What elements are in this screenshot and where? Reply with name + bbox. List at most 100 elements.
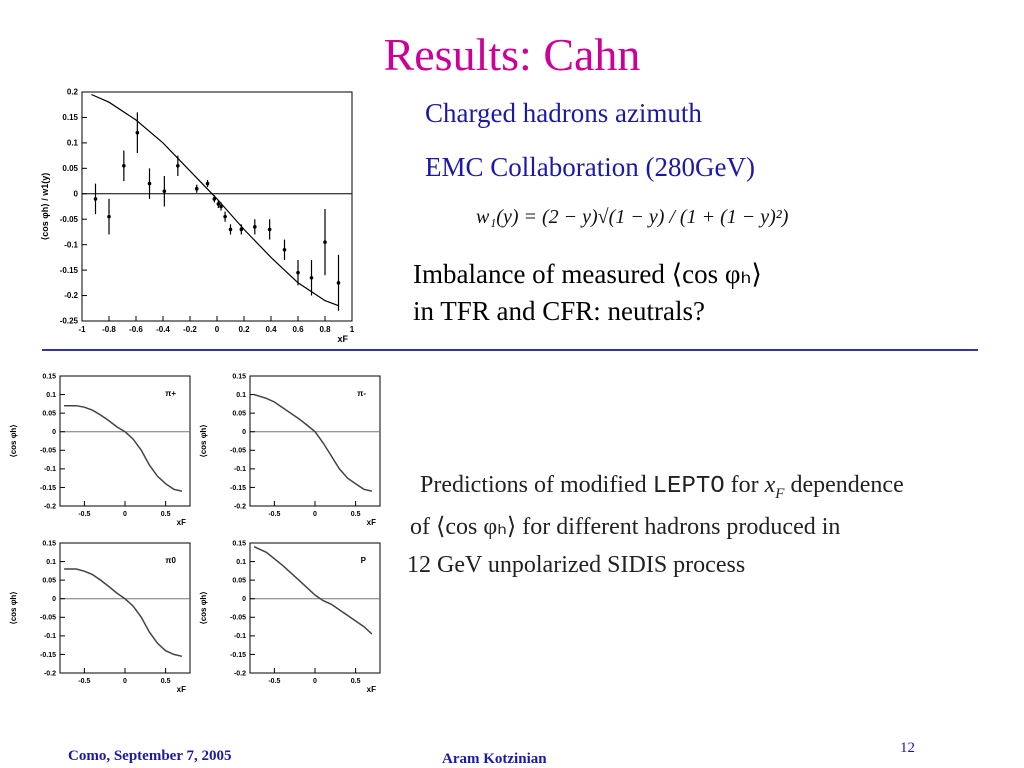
x-tick-label-2: 0.5 [351, 678, 361, 685]
data-point-0 [93, 197, 98, 201]
prediction-text-line1: Predictions of modified LEPTO for xF dep… [420, 472, 904, 503]
y-tick-label-5: 0.05 [42, 410, 56, 417]
imbalance-text-line1: Imbalance of measured ⟨cos φₕ⟩ [413, 259, 762, 289]
data-point-3 [135, 130, 140, 135]
theory-curve [91, 93, 339, 307]
xf-symbol: x [764, 472, 776, 498]
hadron-label-2: π- [357, 389, 366, 398]
x-tick-label-8: 0.6 [292, 325, 304, 334]
x-tick-label-0: -1 [78, 325, 86, 334]
pred-line1-a: Predictions of modified [420, 472, 653, 498]
hadron-label-4: P [361, 556, 367, 565]
data-point-19 [309, 275, 314, 280]
y-tick-label-5: 0 [74, 189, 79, 198]
x-tick-label-2: 0.5 [351, 511, 361, 518]
y-tick-label-0: -0.2 [234, 670, 246, 677]
y-tick-label-1: -0.15 [230, 485, 246, 492]
data-point-18 [296, 270, 300, 275]
data-point-8 [205, 181, 210, 186]
y-tick-label-6: 0.1 [46, 559, 56, 566]
data-point-16 [267, 227, 272, 232]
emc-collaboration-label: EMC Collaboration (280GeV) [425, 152, 755, 182]
y-axis-label: ⟨cos φh⟩ [9, 592, 18, 625]
y-tick-label-2: -0.1 [44, 466, 56, 473]
x-tick-label-4: -0.2 [183, 325, 197, 334]
emc-results-chart: -1 -0.8 -0.6 -0.4 -0.2 0 0.2 0.4 0.6 0.8 1 -0.25 -0.… [40, 88, 355, 344]
data-point-7 [194, 186, 199, 191]
y-tick-label-0: -0.2 [234, 503, 246, 510]
x-tick-label-5: 0 [215, 325, 220, 334]
y-tick-label-3: -0.1 [64, 240, 78, 249]
prediction-text-line3: 12 GeV unpolarized SIDIS process [407, 552, 746, 578]
y-tick-label-1: -0.15 [230, 652, 246, 659]
series-curve-2 [253, 393, 373, 492]
y-tick-label-8: 0.15 [62, 113, 78, 122]
data-point-10 [216, 202, 221, 206]
series-curve-3 [64, 568, 183, 658]
y-tick-label-6: 0.05 [62, 164, 78, 173]
pred-line1-c: for [724, 472, 765, 498]
divider-line [42, 349, 978, 351]
series-curve-1 [64, 404, 183, 492]
data-point-2 [122, 163, 126, 168]
y-tick-label-4: 0 [52, 596, 56, 603]
lepto-label: LEPTO [652, 473, 725, 500]
y-tick-label-5: 0.05 [42, 577, 56, 584]
x-axis-label: xF [367, 518, 376, 527]
data-point-1 [107, 214, 111, 219]
y-tick-label-2: -0.1 [44, 633, 56, 640]
y-tick-label-7: 0.15 [232, 373, 246, 380]
y-tick-label-4: 0 [52, 429, 56, 436]
prediction-text-line2: of ⟨cos φₕ⟩ for different hadrons produc… [410, 514, 841, 540]
y-tick-label-1: -0.2 [64, 291, 78, 300]
w1-formula: w₁(y) = (2 − y)√(1 − y) / (1 + (1 − y)²) [476, 206, 789, 228]
x-tick-label-0: -0.5 [268, 678, 280, 685]
y-tick-label-3: -0.05 [40, 448, 56, 455]
prediction-chart-proton: -0.5 0 0.5 -0.2 -0.15 -0.1 -0.05 0 0.05 0.1 0.15 xF… [199, 540, 381, 694]
y-axis-label: ⟨cos φh⟩ [9, 425, 18, 458]
x-tick-label-1: 0 [313, 511, 317, 518]
xf-subscript: F [775, 485, 785, 502]
x-tick-label-1: 0 [313, 678, 317, 685]
hadron-label-1: π+ [165, 389, 176, 398]
x-tick-label-2: 0.5 [161, 511, 171, 518]
data-point-5 [162, 189, 167, 194]
x-tick-label-0: -0.5 [268, 511, 280, 518]
x-tick-label-3: -0.4 [156, 325, 170, 334]
y-tick-label-3: -0.05 [230, 615, 246, 622]
data-point-4 [147, 181, 152, 186]
y-tick-label-3: -0.05 [40, 615, 56, 622]
y-tick-label-5: 0.05 [232, 577, 246, 584]
series-curve-4 [253, 546, 373, 635]
y-tick-label-7: 0.15 [42, 540, 56, 547]
y-tick-label-5: 0.05 [232, 410, 246, 417]
data-point-13 [228, 227, 233, 232]
y-tick-label-7: 0.1 [67, 139, 79, 148]
x-tick-label-2: -0.6 [129, 325, 143, 334]
x-tick-label-2: 0.5 [161, 678, 171, 685]
y-tick-label-4: 0 [242, 596, 246, 603]
x-tick-label-10: 1 [350, 325, 355, 334]
data-point-21 [336, 281, 341, 285]
y-tick-label-4: -0.05 [60, 215, 79, 224]
y-tick-label-2: -0.1 [234, 633, 246, 640]
y-tick-label-6: 0.1 [46, 392, 56, 399]
prediction-chart-pi-plus: -0.5 0 0.5 -0.2 -0.15 -0.1 -0.05 0 0.05 0.1 0.15 xF… [9, 373, 191, 527]
y-tick-label-7: 0.15 [232, 540, 246, 547]
data-point-12 [223, 214, 227, 219]
data-point-9 [212, 197, 217, 201]
y-tick-label-6: 0.1 [236, 559, 246, 566]
imbalance-text-line2: in TFR and CFR: neutrals? [413, 296, 706, 326]
x-tick-label-0: -0.5 [78, 678, 90, 685]
data-point-15 [253, 225, 257, 229]
pred-line1-f: dependence [784, 472, 904, 498]
y-tick-label-0: -0.2 [44, 503, 56, 510]
y-tick-label-6: 0.1 [236, 392, 246, 399]
x-tick-label-0: -0.5 [78, 511, 90, 518]
x-tick-label-1: 0 [123, 678, 127, 685]
hadron-label-3: π0 [165, 556, 176, 565]
data-point-14 [239, 227, 244, 232]
y-tick-label-4: 0 [242, 429, 246, 436]
x-tick-label-6: 0.2 [238, 325, 250, 334]
slide-title: Results: Cahn [383, 29, 641, 80]
